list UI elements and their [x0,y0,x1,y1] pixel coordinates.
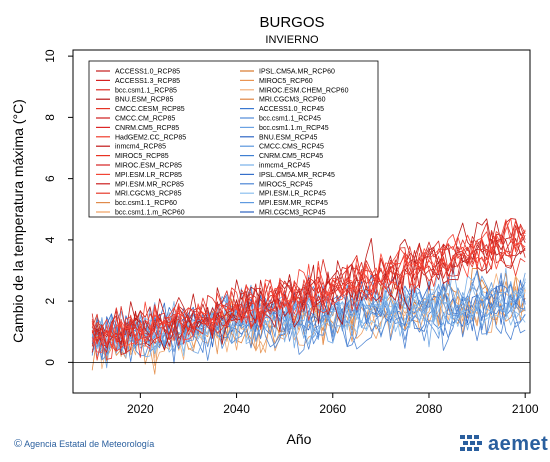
chart-subtitle: INVIERNO [265,34,319,46]
aemet-logo: aemet [458,432,548,456]
series-line-rcp45-5 [91,295,526,364]
legend-entry-label: CMCC.CMS_RCP45 [259,144,324,151]
legend-entry-label: MRI.CGCM3_RCP85 [115,191,182,198]
series-line-rcp85-11 [91,219,526,352]
legend-entry-label: MIROC5_RCP85 [115,153,169,160]
legend-entry-label: bcc.csm1.1.m_RCP60 [115,210,185,217]
legend-box [88,60,379,218]
plot-frame [72,49,531,394]
chart-title: BURGOS [259,14,324,31]
legend-entry-label: MIROC5_RCP45 [259,181,313,188]
footer-credit: © Agencia Estatal de Meteorología [14,438,154,450]
legend-entry-label: MPI.ESM.MR_RCP85 [115,181,184,188]
aemet-logo-icon [460,435,482,451]
agency-name: Agencia Estatal de Meteorología [24,439,155,449]
legend-entry-label: MRI.CGCM3_RCP45 [259,210,326,217]
legend-entry-label: HadGEM2.CC_RCP85 [115,134,186,141]
legend-entry-label: ACCESS1.3_RCP85 [115,78,180,85]
legend-entry-label: MRI.CGCM3_RCP60 [259,97,326,104]
legend-entry-label: CMCC.CM_RCP85 [115,116,175,123]
legend-entry-label: MIROC5_RCP60 [259,78,313,85]
series-line-rcp85-4 [91,233,526,347]
legend-entry-label: bcc.csm1.1_RCP45 [259,116,321,123]
y-tick-label-10: 10 [43,49,57,63]
x-tick-label-2060: 2060 [319,402,346,416]
y-tick-label-4: 4 [43,236,57,243]
legend-entry-label: bcc.csm1.1_RCP60 [115,200,177,207]
legend-entry-label: CNRM.CM5_RCP45 [259,153,323,160]
y-tick-label-0: 0 [43,359,57,366]
legend-entry-label: inmcm4_RCP45 [259,163,310,170]
x-tick-label-2040: 2040 [223,402,250,416]
legend-entry-label: MPI.ESM.LR_RCP45 [259,191,326,198]
legend-entry-label: MPI.ESM.MR_RCP45 [259,200,328,207]
legend-entry-label: BNU.ESM_RCP45 [259,134,317,141]
x-tick-label-2080: 2080 [416,402,443,416]
legend-entry-label: inmcm4_RCP85 [115,144,166,151]
x-tick-label-2100: 2100 [512,402,539,416]
legend-entry-label: BNU.ESM_RCP85 [115,97,173,104]
y-tick-label-8: 8 [43,114,57,121]
legend-entry-label: MIROC.ESM_RCP85 [115,163,182,170]
x-tick-label-2020: 2020 [127,402,154,416]
legend-entry-label: ACCESS1.0_RCP45 [259,106,324,113]
legend-entry-label: IPSL.CM5A.MR_RCP45 [259,172,335,179]
series-line-rcp45-10 [91,288,526,369]
legend: ACCESS1.0_RCP85 ACCESS1.3_RCP85 bcc.csm1.1… [88,60,379,218]
axes-layer: 0 2 4 6 8 10 2020 2040 2060 2080 2100 [43,49,539,416]
legend-entry-label: ACCESS1.0_RCP85 [115,69,180,76]
legend-entry-label: MPI.ESM.LR_RCP85 [115,172,182,179]
legend-entry-label: bcc.csm1.1_RCP85 [115,87,177,94]
aemet-logo-text: aemet [488,432,549,455]
copyright-icon: © [14,438,23,450]
y-tick-label-6: 6 [43,175,57,182]
series-line-rcp85-13 [91,238,526,353]
y-tick-label-2: 2 [43,297,57,304]
legend-entry-label: bcc.csm1.1.m_RCP45 [259,125,329,132]
x-axis-label: Año [287,431,312,447]
legend-entry-label: MIROC.ESM.CHEM_RCP60 [259,87,349,94]
series-line-rcp85-10 [91,235,526,361]
y-axis-label: Cambio de la temperatura máxima (°C) [10,99,26,343]
legend-entry-label: CMCC.CESM_RCP85 [115,106,185,113]
series-layer [91,217,526,375]
legend-entry-label: CNRM.CM5_RCP85 [115,125,179,132]
legend-entry-label: IPSL.CM5A.MR_RCP60 [259,69,335,76]
